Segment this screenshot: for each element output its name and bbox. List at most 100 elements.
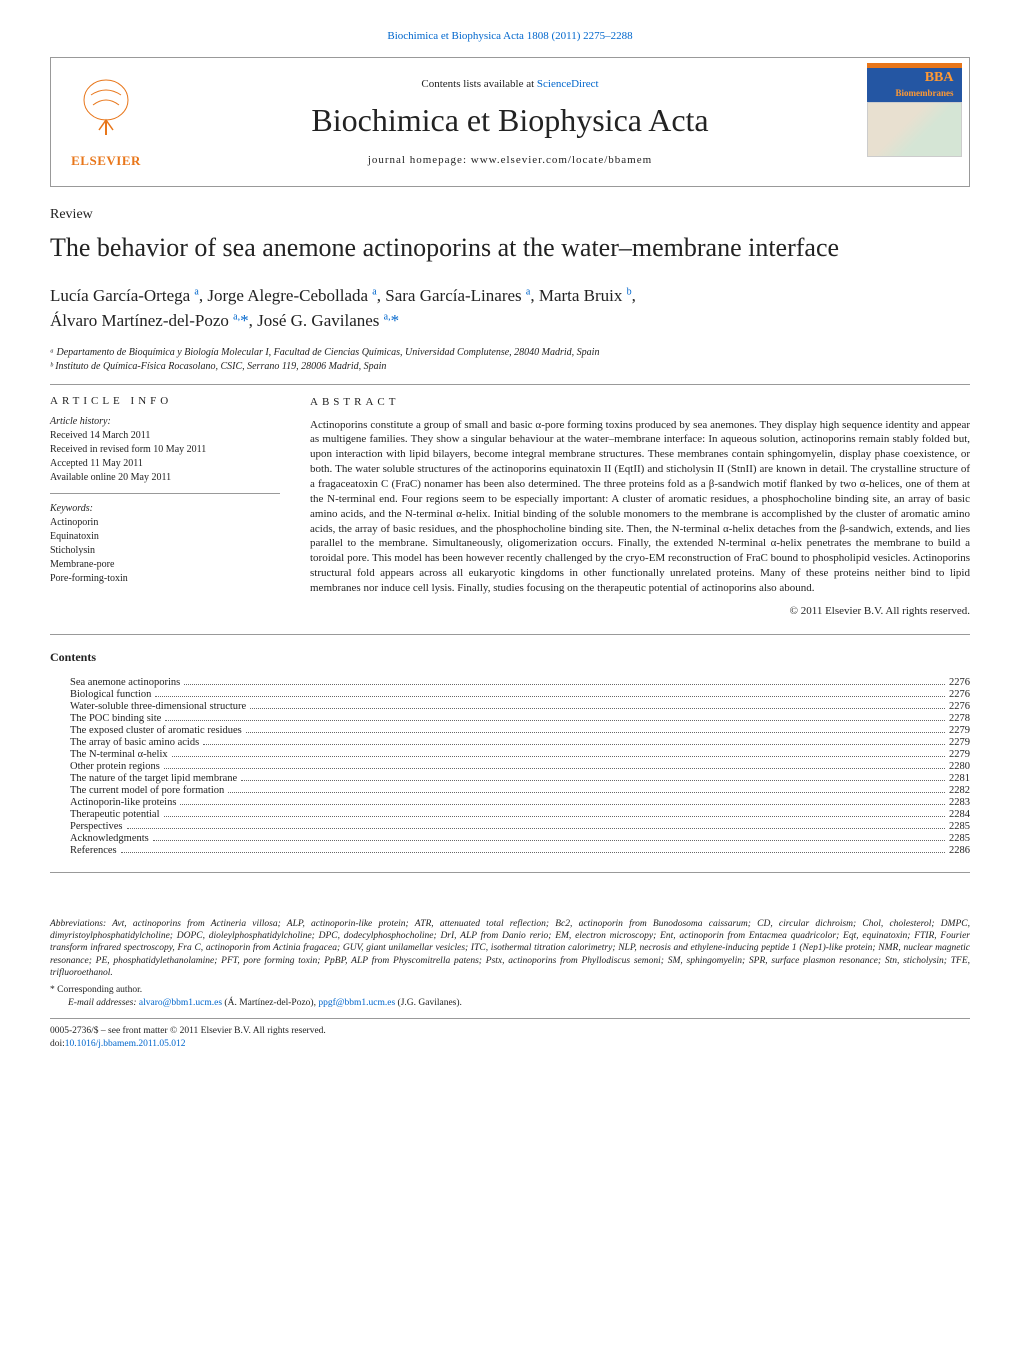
toc-label: The nature of the target lipid membrane xyxy=(70,773,237,784)
copyright: © 2011 Elsevier B.V. All rights reserved… xyxy=(310,604,970,619)
keyword-3: Sticholysin xyxy=(50,544,280,558)
toc-page: 2279 xyxy=(949,725,970,736)
article-type: Review xyxy=(50,207,970,223)
toc-item[interactable]: Other protein regions 2280 xyxy=(50,761,970,772)
citation-link[interactable]: Biochimica et Biophysica Acta 1808 (2011… xyxy=(50,30,970,42)
toc-dots xyxy=(165,720,945,721)
toc-item[interactable]: Therapeutic potential2284 xyxy=(50,809,970,820)
cover-image xyxy=(867,102,962,157)
history-label: Article history: xyxy=(50,415,280,429)
toc-item[interactable]: The POC binding site 2278 xyxy=(50,713,970,724)
journal-header: ELSEVIER Contents lists available at Sci… xyxy=(50,57,970,187)
online-date: Available online 20 May 2011 xyxy=(50,471,280,485)
article-title: The behavior of sea anemone actinoporins… xyxy=(50,231,970,265)
toc-page: 2276 xyxy=(949,701,970,712)
article-info: ARTICLE INFO Article history: Received 1… xyxy=(50,395,280,619)
toc-page: 2276 xyxy=(949,689,970,700)
toc-label: Therapeutic potential xyxy=(70,809,160,820)
toc-label: Acknowledgments xyxy=(70,833,149,844)
abbreviations: Abbreviations: Avt, actinoporins from Ac… xyxy=(50,888,970,980)
abbrev-text: Avt, actinoporins from Actineria villosa… xyxy=(50,919,970,978)
keyword-4: Membrane-pore xyxy=(50,558,280,572)
toc-label: Other protein regions xyxy=(70,761,160,772)
toc-dots xyxy=(164,816,945,817)
journal-name: Biochimica et Biophysica Acta xyxy=(161,102,859,139)
keyword-2: Equinatoxin xyxy=(50,530,280,544)
toc-dots xyxy=(250,708,945,709)
toc-label: Biological function xyxy=(70,689,151,700)
contents-section: Contents Sea anemone actinoporins2276Bio… xyxy=(50,650,970,873)
toc-page: 2280 xyxy=(949,761,970,772)
toc-dots xyxy=(172,756,945,757)
toc-page: 2281 xyxy=(949,773,970,784)
toc-label: The array of basic amino acids xyxy=(70,737,199,748)
authors-line-2: Álvaro Martínez-del-Pozo a,*, José G. Ga… xyxy=(50,311,399,330)
keyword-5: Pore-forming-toxin xyxy=(50,572,280,586)
toc-item[interactable]: The array of basic amino acids 2279 xyxy=(50,737,970,748)
toc-item[interactable]: The current model of pore formation 2282 xyxy=(50,785,970,796)
elsevier-logo: ELSEVIER xyxy=(51,58,161,186)
toc-item[interactable]: The N-terminal α-helix2279 xyxy=(50,749,970,760)
cover-subtitle: Biomembranes xyxy=(867,88,962,102)
toc-dots xyxy=(164,768,945,769)
toc-item[interactable]: Acknowledgments 2285 xyxy=(50,833,970,844)
toc-page: 2279 xyxy=(949,749,970,760)
info-heading: ARTICLE INFO xyxy=(50,395,280,407)
toc-label: Actinoporin-like proteins xyxy=(70,797,176,808)
affiliations: ᵃ Departamento de Bioquímica y Biología … xyxy=(50,346,970,385)
issn-line: 0005-2736/$ – see front matter © 2011 El… xyxy=(50,1025,970,1037)
keywords-label: Keywords: xyxy=(50,502,280,516)
abstract-heading: ABSTRACT xyxy=(310,395,970,410)
toc-item[interactable]: The nature of the target lipid membrane 2… xyxy=(50,773,970,784)
info-abstract-row: ARTICLE INFO Article history: Received 1… xyxy=(50,395,970,635)
toc-item[interactable]: Perspectives2285 xyxy=(50,821,970,832)
authors-line-1: Lucía García-Ortega a, Jorge Alegre-Cebo… xyxy=(50,286,636,305)
email-2[interactable]: ppgf@bbm1.ucm.es xyxy=(318,998,395,1008)
keyword-1: Actinoporin xyxy=(50,516,280,530)
toc-item[interactable]: The exposed cluster of aromatic residues… xyxy=(50,725,970,736)
toc-label: Sea anemone actinoporins xyxy=(70,677,180,688)
toc-page: 2286 xyxy=(949,845,970,856)
doi-link[interactable]: 10.1016/j.bbamem.2011.05.012 xyxy=(65,1039,186,1049)
email-1-name: (Á. Martínez-del-Pozo), xyxy=(222,998,318,1008)
email-1[interactable]: alvaro@bbm1.ucm.es xyxy=(139,998,222,1008)
toc-label: The POC binding site xyxy=(70,713,161,724)
cover-bba-title: BBA xyxy=(867,63,962,88)
toc-dots xyxy=(180,804,945,805)
authors: Lucía García-Ortega a, Jorge Alegre-Cebo… xyxy=(50,283,970,334)
toc-page: 2285 xyxy=(949,821,970,832)
toc-item[interactable]: References 2286 xyxy=(50,845,970,856)
contents-heading: Contents xyxy=(50,650,970,665)
journal-cover: BBA Biomembranes xyxy=(859,58,969,186)
toc-item[interactable]: Water-soluble three-dimensional structur… xyxy=(50,701,970,712)
affiliation-a: ᵃ Departamento de Bioquímica y Biología … xyxy=(50,346,970,360)
header-center: Contents lists available at ScienceDirec… xyxy=(161,78,859,166)
toc-dots xyxy=(246,732,945,733)
toc-page: 2285 xyxy=(949,833,970,844)
email-label: E-mail addresses: xyxy=(68,998,137,1008)
toc-page: 2278 xyxy=(949,713,970,724)
toc-dots xyxy=(155,696,945,697)
toc-item[interactable]: Biological function 2276 xyxy=(50,689,970,700)
footer: 0005-2736/$ – see front matter © 2011 El… xyxy=(50,1018,970,1050)
revised-date: Received in revised form 10 May 2011 xyxy=(50,443,280,457)
affiliation-b: ᵇ Instituto de Química-Física Rocasolano… xyxy=(50,360,970,374)
corresponding-author: * Corresponding author. xyxy=(50,985,970,995)
accepted-date: Accepted 11 May 2011 xyxy=(50,457,280,471)
toc-label: References xyxy=(70,845,117,856)
toc-label: The exposed cluster of aromatic residues xyxy=(70,725,242,736)
toc-dots xyxy=(121,852,945,853)
toc-page: 2279 xyxy=(949,737,970,748)
journal-homepage: journal homepage: www.elsevier.com/locat… xyxy=(161,154,859,166)
toc-dots xyxy=(241,780,945,781)
abbrev-label: Abbreviations: xyxy=(50,919,106,929)
sciencedirect-line: Contents lists available at ScienceDirec… xyxy=(161,78,859,90)
toc-item[interactable]: Sea anemone actinoporins2276 xyxy=(50,677,970,688)
toc-page: 2282 xyxy=(949,785,970,796)
toc-dots xyxy=(184,684,945,685)
sciencedirect-link[interactable]: ScienceDirect xyxy=(537,78,599,90)
toc-item[interactable]: Actinoporin-like proteins2283 xyxy=(50,797,970,808)
elsevier-text: ELSEVIER xyxy=(71,153,141,169)
toc-dots xyxy=(153,840,945,841)
toc-label: The current model of pore formation xyxy=(70,785,224,796)
